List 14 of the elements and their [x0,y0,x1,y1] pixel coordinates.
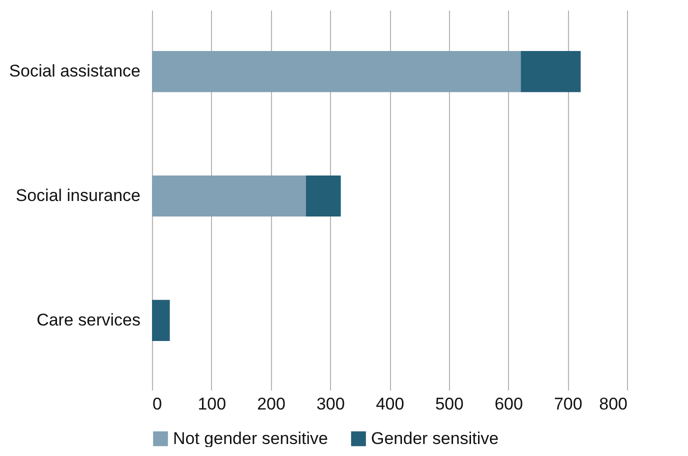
x-tick-label: 100 [198,394,226,414]
y-tick-label: Social assistance [9,62,140,81]
legend-label: Gender sensitive [371,428,499,448]
x-tick-label: 400 [376,394,404,414]
legend-label: Not gender sensitive [173,428,328,448]
x-tick-label: 700 [554,394,582,414]
x-tick-label: 200 [257,394,286,414]
x-tick-label: 0 [152,394,162,414]
y-tick-label: Care services [36,310,140,330]
x-tick-label: 300 [316,394,345,414]
x-tick-label: 500 [435,394,464,414]
x-tick-label: 600 [494,394,523,414]
x-tick-label: 800 [599,394,628,414]
y-tick-label: Social insurance [16,186,140,205]
